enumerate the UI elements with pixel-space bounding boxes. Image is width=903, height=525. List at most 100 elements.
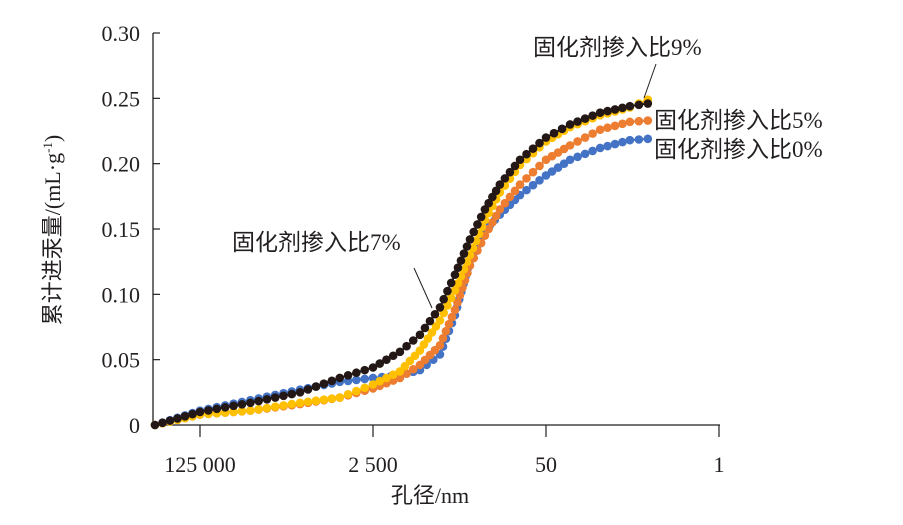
data-point: [165, 416, 175, 425]
data-point: [443, 301, 452, 310]
data-point: [618, 103, 627, 113]
data-point: [610, 121, 620, 131]
data-point: [625, 135, 635, 145]
data-point: [488, 192, 497, 202]
leader-line-7: [413, 267, 433, 309]
data-point: [465, 235, 475, 244]
data-point: [515, 155, 525, 165]
y-tick-label: 0.30: [102, 21, 141, 46]
data-point: [495, 205, 505, 214]
data-point: [220, 403, 230, 412]
annotation-7: 固化剂掺入比7%: [232, 230, 433, 309]
series-固化剂掺入比0%: [150, 134, 653, 430]
data-point: [352, 386, 361, 396]
data-point: [408, 364, 418, 374]
data-point: [643, 134, 653, 144]
data-point: [319, 395, 329, 404]
data-point: [580, 133, 590, 142]
data-point: [382, 355, 391, 364]
series-line: [154, 137, 648, 426]
data-point: [343, 389, 353, 399]
data-point: [603, 106, 612, 116]
data-point: [484, 224, 493, 234]
data-point: [443, 286, 452, 296]
data-point: [303, 397, 313, 407]
data-point: [549, 128, 559, 138]
series-固化剂掺入比7%: [150, 99, 653, 430]
x-tick-label: 125 000: [164, 452, 236, 477]
data-point: [287, 399, 297, 409]
data-point: [435, 316, 445, 325]
data-point: [603, 123, 612, 133]
data-point: [375, 376, 385, 386]
data-point: [573, 137, 582, 146]
x-tick-label: 50: [535, 452, 557, 477]
data-point: [450, 286, 460, 295]
data-point: [438, 333, 448, 343]
data-point: [634, 135, 644, 144]
data-point: [505, 167, 515, 177]
data-point: [588, 146, 597, 156]
data-point: [287, 389, 297, 399]
data-point: [510, 186, 520, 196]
data-point: [360, 383, 369, 393]
data-point: [441, 326, 451, 336]
data-point: [360, 365, 369, 375]
data-point: [446, 293, 456, 303]
data-point: [430, 309, 440, 319]
data-point: [395, 373, 405, 383]
data-point: [262, 403, 272, 413]
data-point: [435, 340, 445, 350]
data-point: [580, 114, 590, 123]
data-point: [450, 305, 460, 315]
data-point: [541, 133, 551, 142]
data-point: [535, 161, 544, 171]
data-point: [279, 401, 288, 410]
y-tick-label: 0.15: [102, 217, 141, 242]
data-point: [254, 396, 263, 406]
data-point: [634, 100, 644, 110]
data-point: [450, 270, 460, 280]
data-point: [565, 141, 575, 150]
data-point: [246, 406, 255, 415]
y-tick-label: 0.20: [102, 152, 141, 177]
data-point: [588, 111, 597, 120]
y-tick-label: 0.05: [102, 348, 141, 373]
y-tick-label: 0: [129, 413, 140, 438]
data-point: [618, 137, 627, 147]
data-point: [495, 180, 505, 189]
data-point: [343, 371, 353, 380]
data-point: [402, 341, 411, 351]
data-point: [402, 369, 411, 378]
data-point: [279, 391, 288, 401]
data-point: [388, 351, 398, 361]
data-point: [368, 373, 378, 383]
data-point: [500, 198, 510, 208]
data-point: [395, 347, 405, 357]
data-point: [535, 138, 544, 148]
data-point: [195, 407, 205, 417]
annotation-label-9: 固化剂掺入比9%: [533, 35, 702, 60]
annotation-label-7: 固化剂掺入比7%: [232, 230, 401, 255]
data-point: [425, 316, 435, 326]
data-point: [595, 108, 605, 118]
data-point: [237, 406, 247, 416]
data-point: [453, 279, 463, 288]
data-point: [528, 180, 538, 190]
data-point: [360, 374, 369, 384]
data-point: [522, 174, 531, 183]
data-point: [462, 242, 472, 251]
data-point: [456, 256, 466, 265]
data-point: [484, 198, 493, 208]
data-point: [295, 398, 305, 408]
data-point: [528, 144, 538, 153]
data-point: [565, 120, 575, 129]
data-point: [327, 394, 337, 403]
data-point: [229, 407, 238, 417]
data-point: [505, 192, 515, 202]
data-point: [488, 218, 497, 227]
data-point: [515, 180, 525, 189]
data-point: [388, 376, 398, 385]
data-point: [439, 294, 449, 304]
